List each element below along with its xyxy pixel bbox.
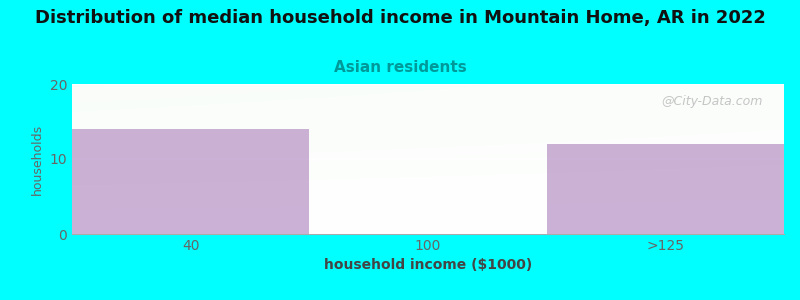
Bar <box>546 144 784 234</box>
Text: Asian residents: Asian residents <box>334 60 466 75</box>
Y-axis label: households: households <box>31 123 44 195</box>
Bar <box>72 129 310 234</box>
Text: Distribution of median household income in Mountain Home, AR in 2022: Distribution of median household income … <box>34 9 766 27</box>
Text: @City-Data.com: @City-Data.com <box>662 94 762 107</box>
X-axis label: household income ($1000): household income ($1000) <box>324 258 532 272</box>
